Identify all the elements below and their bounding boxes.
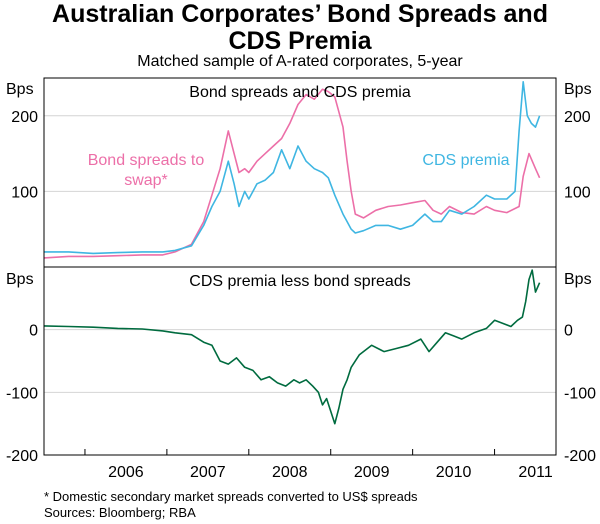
panel-title: CDS premia less bond spreads [189, 273, 410, 290]
y-tick-label-right: -100 [564, 385, 596, 402]
y-unit-label-left: Bps [6, 271, 34, 288]
y-unit-label-right: Bps [564, 271, 592, 288]
y-tick-label-left: -200 [6, 448, 38, 465]
x-tick-label: 2009 [354, 464, 390, 481]
grid-layer [44, 115, 556, 393]
text-layer: 100 100 200 200 Bps Bps Bond spreads and CDS p… [6, 81, 596, 481]
panel-title: Bond spreads and CDS premia [189, 84, 411, 101]
chart-subtitle: Matched sample of A-rated corporates, 5-… [137, 53, 463, 70]
annotation-bond-line2: swap* [124, 172, 168, 189]
y-tick-label-left: 0 [29, 323, 38, 340]
x-tick-label: 2010 [436, 464, 472, 481]
series-line-bond [43, 88, 541, 259]
x-tick-label: 2008 [272, 464, 308, 481]
y-unit-label-left: Bps [6, 81, 34, 98]
x-tick-label: 2006 [108, 464, 144, 481]
y-tick-label-right: 100 [564, 184, 591, 201]
footnote: * Domestic secondary market spreads conv… [44, 489, 418, 504]
y-tick-label-right: -200 [564, 448, 596, 465]
y-tick-label-left: 100 [11, 184, 38, 201]
y-tick-label-left: -100 [6, 385, 38, 402]
annotation-bond-line1: Bond spreads to [88, 152, 205, 169]
y-tick-label-left: 200 [11, 109, 38, 126]
frame-layer [43, 77, 557, 456]
x-tick-label: 2007 [190, 464, 226, 481]
annotation-cds: CDS premia [422, 152, 509, 169]
sources-note: Sources: Bloomberg; RBA [44, 505, 196, 520]
chart-title-line2: CDS Premia [228, 27, 372, 55]
y-tick-label-right: 0 [564, 323, 573, 340]
series-line-cds [44, 81, 541, 255]
y-tick-label-right: 200 [564, 109, 591, 126]
y-unit-label-right: Bps [564, 81, 592, 98]
x-tick-label: 2011 [518, 464, 553, 481]
series-line-diff [43, 269, 541, 425]
chart-title-line1: Australian Corporates’ Bond Spreads and [52, 0, 548, 28]
series-layer [43, 81, 541, 425]
